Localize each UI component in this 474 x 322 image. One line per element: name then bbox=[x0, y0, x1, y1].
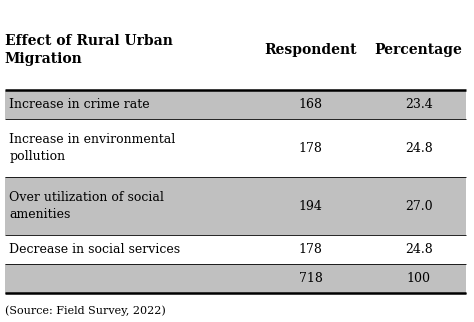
Text: 718: 718 bbox=[299, 272, 322, 285]
Text: 194: 194 bbox=[299, 200, 322, 213]
Text: (Source: Field Survey, 2022): (Source: Field Survey, 2022) bbox=[5, 305, 165, 316]
Text: 24.8: 24.8 bbox=[405, 243, 433, 256]
Bar bbox=[5, 177, 466, 235]
Text: Over utilization of social
amenities: Over utilization of social amenities bbox=[9, 191, 164, 221]
Text: Increase in crime rate: Increase in crime rate bbox=[9, 98, 150, 111]
Bar bbox=[5, 235, 466, 264]
Text: Decrease in social services: Decrease in social services bbox=[9, 243, 181, 256]
Bar bbox=[5, 119, 466, 177]
Bar bbox=[5, 90, 466, 119]
Text: Percentage: Percentage bbox=[375, 43, 463, 57]
Text: 178: 178 bbox=[299, 142, 322, 155]
Text: 168: 168 bbox=[299, 98, 322, 111]
Text: 100: 100 bbox=[407, 272, 431, 285]
Text: 178: 178 bbox=[299, 243, 322, 256]
Bar bbox=[5, 10, 466, 90]
Text: Increase in environmental
pollution: Increase in environmental pollution bbox=[9, 133, 176, 163]
Bar bbox=[5, 264, 466, 293]
Text: 24.8: 24.8 bbox=[405, 142, 433, 155]
Text: 27.0: 27.0 bbox=[405, 200, 433, 213]
Text: Respondent: Respondent bbox=[264, 43, 357, 57]
Text: Effect of Rural Urban
Migration: Effect of Rural Urban Migration bbox=[5, 34, 173, 66]
Text: 23.4: 23.4 bbox=[405, 98, 433, 111]
